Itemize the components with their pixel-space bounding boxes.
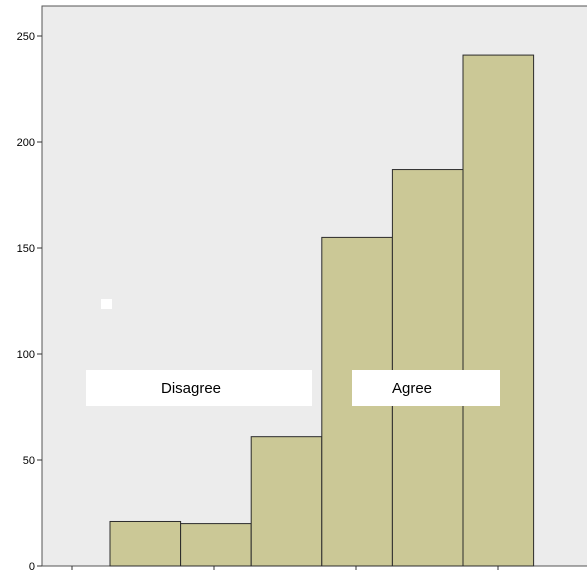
agree-annotation: Agree xyxy=(392,380,432,397)
y-tick-label: 150 xyxy=(17,243,35,255)
bar-6 xyxy=(462,54,535,567)
legend-swatch xyxy=(101,299,112,309)
y-tick-label: 250 xyxy=(17,31,35,43)
y-tick-label: 100 xyxy=(17,349,35,361)
y-tick-label: 200 xyxy=(17,137,35,149)
disagree-annotation-box xyxy=(86,370,312,406)
bar-2 xyxy=(180,523,252,567)
bar-1 xyxy=(109,520,182,567)
y-axis: 0 50 100 150 200 250 xyxy=(17,31,42,573)
bar-5 xyxy=(391,169,464,567)
disagree-annotation: Disagree xyxy=(161,380,221,397)
agree-annotation-box xyxy=(352,370,500,406)
y-tick-label: 50 xyxy=(23,455,35,467)
y-tick-label: 0 xyxy=(29,561,35,573)
annotations-group: Disagree Agree xyxy=(86,299,500,406)
x-axis xyxy=(71,566,499,570)
bar-3 xyxy=(250,436,323,567)
